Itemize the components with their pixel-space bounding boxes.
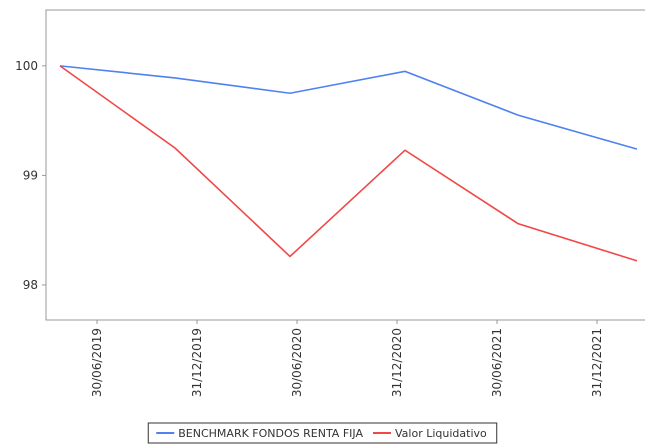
x-tick-label: 30/06/2021 <box>490 328 504 397</box>
y-tick-label: 100 <box>15 59 38 73</box>
series-line <box>59 65 638 150</box>
y-tick-label: 99 <box>23 168 38 182</box>
x-tick-label: 31/12/2021 <box>590 328 604 397</box>
x-tick-label: 31/12/2020 <box>390 328 404 397</box>
legend-label: BENCHMARK FONDOS RENTA FIJA <box>178 427 363 440</box>
series-line <box>59 65 638 262</box>
x-tick-label: 31/12/2019 <box>190 328 204 397</box>
y-tick-label: 98 <box>23 278 38 292</box>
legend-box <box>147 422 498 444</box>
x-tick-label: 30/06/2019 <box>90 328 104 397</box>
legend-label: Valor Liquidativo <box>395 427 487 440</box>
legend: BENCHMARK FONDOS RENTA FIJA Valor Liquida… <box>147 422 498 444</box>
plot-frame <box>45 9 645 321</box>
x-tick-label: 30/06/2020 <box>290 328 304 397</box>
